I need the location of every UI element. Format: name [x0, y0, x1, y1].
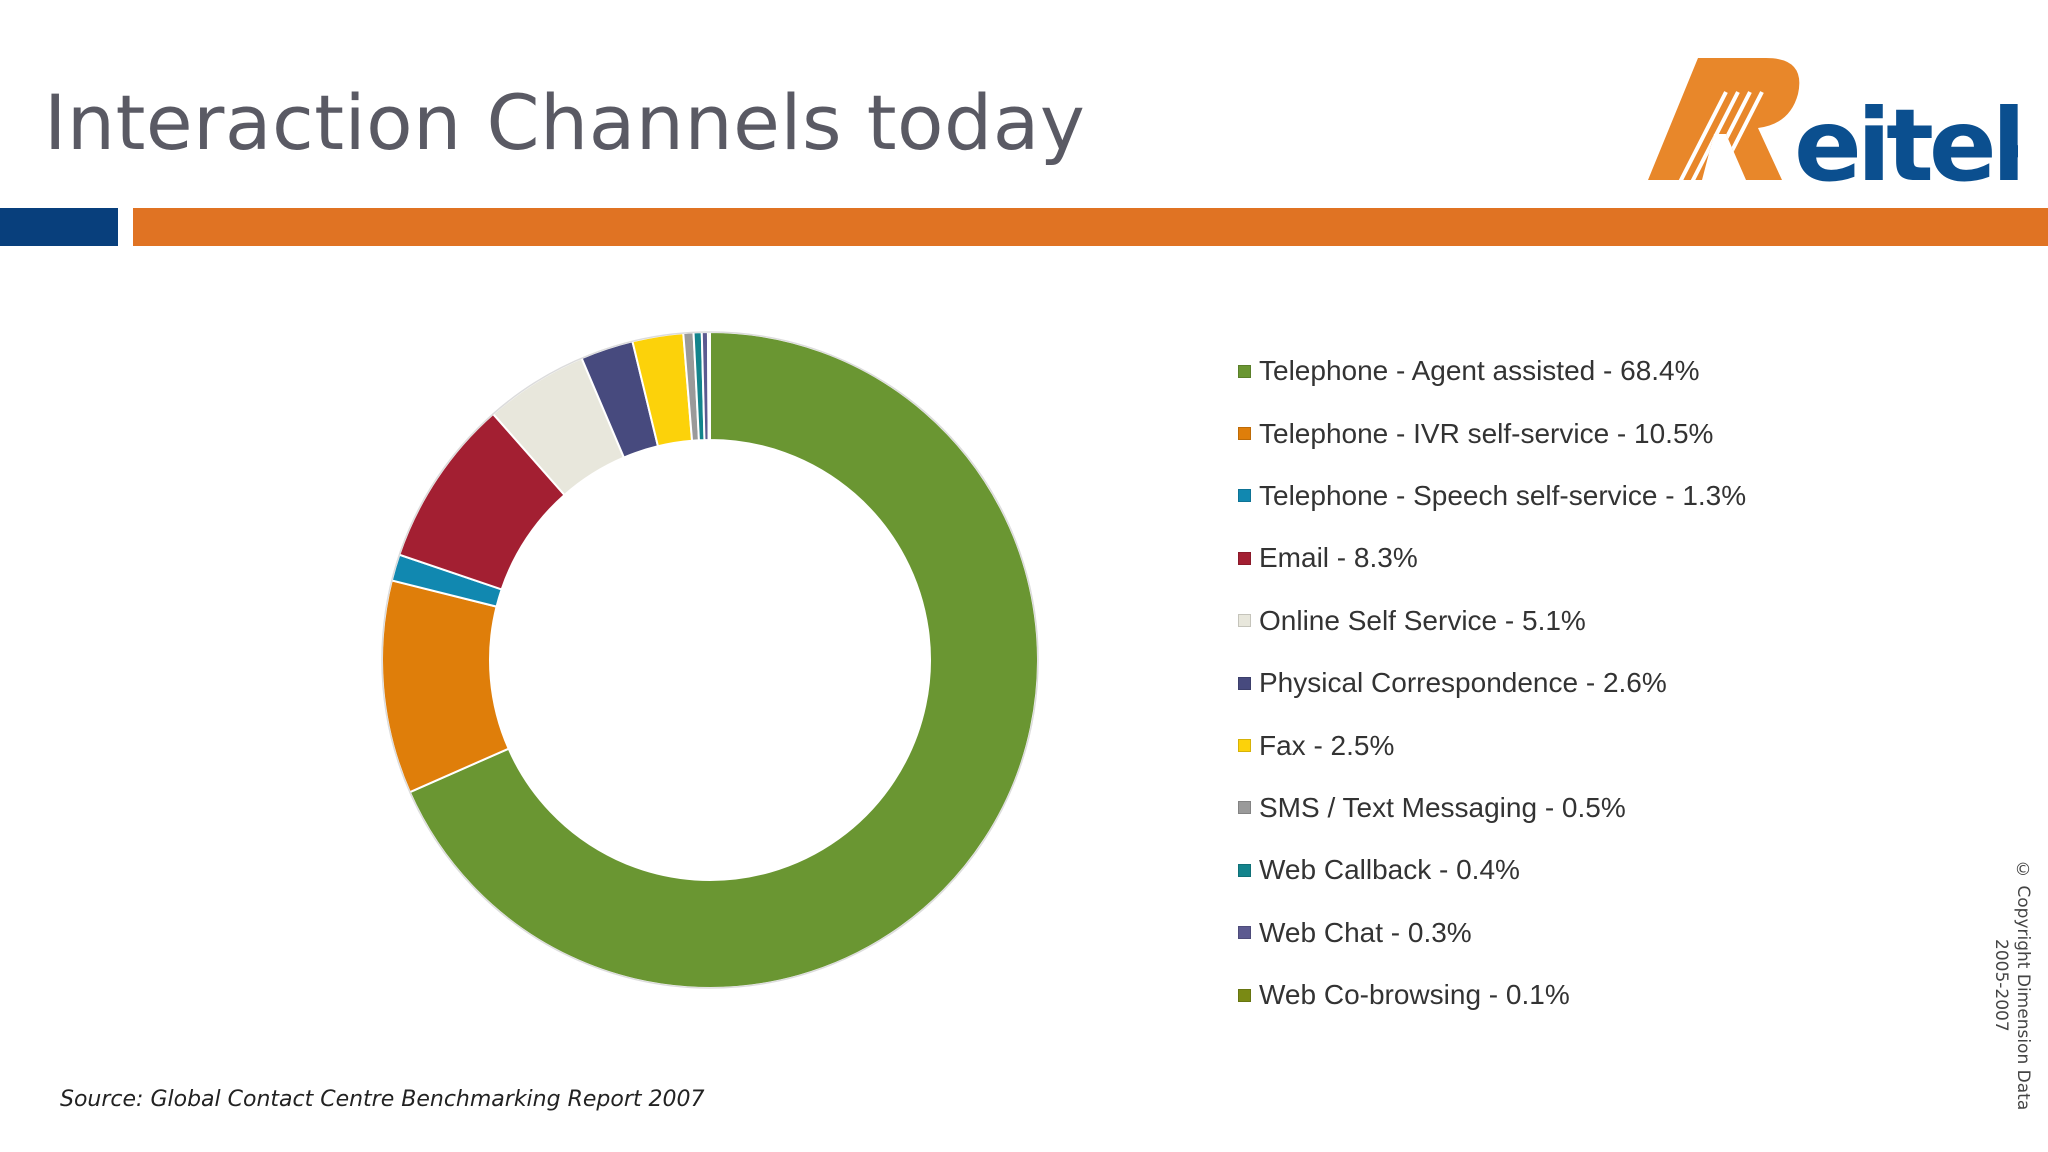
copyright-line-2: 2005-2007 — [1991, 938, 2011, 1032]
legend-label-1: Telephone - Agent assisted - 68.4% — [1259, 355, 1700, 387]
copyright-line-1: © Copyright Dimension Data — [2013, 860, 2033, 1111]
legend-swatch-7 — [1238, 739, 1251, 753]
legend-item-2: Telephone - IVR self-service - 10.5% — [1238, 402, 1746, 464]
reitek-logo: eitek — [1648, 54, 2048, 204]
legend-item-7: Fax - 2.5% — [1238, 714, 1746, 776]
header-bar-orange — [133, 208, 2048, 246]
legend-item-8: SMS / Text Messaging - 0.5% — [1238, 777, 1746, 839]
legend-swatch-3 — [1238, 489, 1251, 503]
legend-swatch-4 — [1238, 551, 1251, 565]
legend-label-8: SMS / Text Messaging - 0.5% — [1259, 791, 1626, 823]
legend-swatch-8 — [1238, 801, 1251, 815]
legend-item-3: Telephone - Speech self-service - 1.3% — [1238, 465, 1746, 527]
chart-legend: Telephone - Agent assisted - 68.4% Teleph… — [1238, 340, 1746, 1026]
legend-label-5: Online Self Service - 5.1% — [1259, 604, 1586, 636]
legend-label-10: Web Chat - 0.3% — [1259, 916, 1472, 948]
legend-swatch-6 — [1238, 676, 1251, 690]
legend-label-4: Email - 8.3% — [1259, 542, 1418, 574]
legend-swatch-9 — [1238, 863, 1251, 877]
legend-label-6: Physical Correspondence - 2.6% — [1259, 667, 1667, 699]
legend-swatch-11 — [1238, 988, 1251, 1002]
legend-label-9: Web Callback - 0.4% — [1259, 854, 1520, 886]
legend-swatch-10 — [1238, 926, 1251, 940]
legend-item-5: Online Self Service - 5.1% — [1238, 590, 1746, 652]
donut-slice-11 — [706, 330, 711, 442]
legend-item-9: Web Callback - 0.4% — [1238, 839, 1746, 901]
legend-item-1: Telephone - Agent assisted - 68.4% — [1238, 340, 1746, 402]
source-note: Source: Global Contact Centre Benchmarki… — [60, 1087, 705, 1112]
legend-item-11: Web Co-browsing - 0.1% — [1238, 964, 1746, 1026]
donut-outline — [381, 331, 1039, 989]
legend-item-10: Web Chat - 0.3% — [1238, 902, 1746, 964]
legend-item-6: Physical Correspondence - 2.6% — [1238, 652, 1746, 714]
legend-item-4: Email - 8.3% — [1238, 527, 1746, 589]
header-bar-blue — [0, 208, 118, 246]
legend-swatch-5 — [1238, 614, 1251, 628]
legend-label-3: Telephone - Speech self-service - 1.3% — [1259, 479, 1747, 511]
slide-title: Interaction Channels today — [44, 78, 1086, 167]
legend-label-2: Telephone - IVR self-service - 10.5% — [1259, 417, 1714, 449]
copyright-note: © Copyright Dimension Data 2005-2007 — [1990, 860, 2034, 1110]
legend-swatch-2 — [1238, 427, 1251, 441]
svg-text:eitek: eitek — [1794, 87, 2018, 186]
legend-swatch-1 — [1238, 364, 1251, 378]
legend-label-11: Web Co-browsing - 0.1% — [1259, 979, 1570, 1011]
donut-chart — [381, 330, 1039, 989]
legend-label-7: Fax - 2.5% — [1259, 729, 1395, 761]
